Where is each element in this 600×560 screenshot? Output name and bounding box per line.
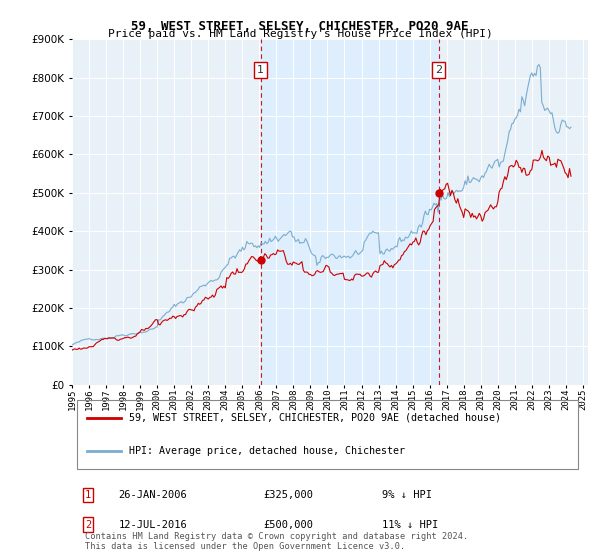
Text: 59, WEST STREET, SELSEY, CHICHESTER, PO20 9AE: 59, WEST STREET, SELSEY, CHICHESTER, PO2… bbox=[131, 20, 469, 32]
Text: 59, WEST STREET, SELSEY, CHICHESTER, PO20 9AE (detached house): 59, WEST STREET, SELSEY, CHICHESTER, PO2… bbox=[129, 413, 501, 423]
Text: £325,000: £325,000 bbox=[263, 490, 313, 500]
Bar bbox=[260, 39, 439, 385]
Text: 2: 2 bbox=[85, 520, 91, 530]
Text: HPI: Average price, detached house, Chichester: HPI: Average price, detached house, Chic… bbox=[129, 446, 405, 456]
Text: Price paid vs. HM Land Registry's House Price Index (HPI): Price paid vs. HM Land Registry's House … bbox=[107, 29, 493, 39]
Text: 1: 1 bbox=[85, 490, 91, 500]
Text: 2: 2 bbox=[435, 65, 442, 75]
Text: 11% ↓ HPI: 11% ↓ HPI bbox=[382, 520, 438, 530]
Text: £500,000: £500,000 bbox=[263, 520, 313, 530]
Text: Contains HM Land Registry data © Crown copyright and database right 2024.
This d: Contains HM Land Registry data © Crown c… bbox=[85, 531, 468, 551]
Text: 9% ↓ HPI: 9% ↓ HPI bbox=[382, 490, 431, 500]
Text: 12-JUL-2016: 12-JUL-2016 bbox=[118, 520, 187, 530]
Text: 26-JAN-2006: 26-JAN-2006 bbox=[118, 490, 187, 500]
Text: 1: 1 bbox=[257, 65, 264, 75]
